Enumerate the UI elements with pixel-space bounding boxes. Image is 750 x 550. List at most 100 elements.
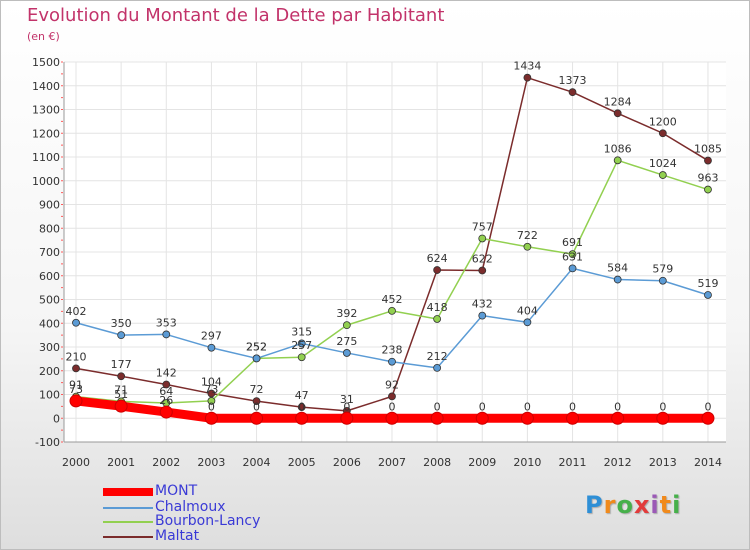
data-point-bourbon-lancy: [613, 156, 622, 165]
data-label-bourbon-lancy: 1086: [604, 142, 632, 155]
data-point-chalmoux: [613, 275, 622, 284]
y-tick-label: 1000: [32, 175, 60, 188]
data-point-maltat: [523, 73, 532, 82]
data-point-chalmoux: [297, 339, 306, 348]
logo-letter: P: [585, 491, 604, 519]
y-tick-label: 700: [39, 246, 60, 259]
data-label-bourbon-lancy: 757: [472, 220, 493, 233]
data-label-maltat: 104: [201, 376, 222, 389]
data-label-chalmoux: 631: [562, 250, 583, 263]
data-point-maltat: [613, 109, 622, 118]
data-point-chalmoux: [433, 363, 442, 372]
y-tick-label: 900: [39, 199, 60, 212]
logo-letter: x: [633, 491, 651, 519]
y-tick-label: 1400: [32, 80, 60, 93]
data-label-maltat: 210: [66, 350, 87, 363]
data-point-chalmoux: [388, 357, 396, 366]
data-label-mont: 0: [524, 400, 531, 413]
data-label-chalmoux: 404: [517, 304, 538, 317]
data-label-mont: 0: [208, 400, 215, 413]
x-tick-label: 2007: [378, 456, 406, 469]
y-tick-label: 1200: [32, 127, 60, 140]
x-tick-label: 2002: [152, 456, 180, 469]
y-tick-label: 500: [39, 294, 60, 307]
data-point-chalmoux: [117, 331, 126, 340]
data-label-bourbon-lancy: 257: [291, 339, 312, 352]
data-label-maltat: 1200: [649, 115, 677, 128]
data-label-mont: 0: [569, 400, 576, 413]
legend-swatch-maltat: [103, 536, 153, 538]
data-point-mont: [385, 411, 399, 425]
data-label-chalmoux: 315: [291, 325, 312, 338]
data-point-mont: [475, 411, 489, 425]
data-label-maltat: 1373: [559, 74, 587, 87]
data-point-mont: [204, 411, 218, 425]
data-point-maltat: [388, 392, 396, 401]
y-tick-label: 600: [39, 270, 60, 283]
x-tick-label: 2004: [243, 456, 271, 469]
data-point-mont: [430, 411, 444, 425]
data-label-mont: 0: [434, 400, 441, 413]
data-point-chalmoux: [342, 349, 351, 357]
data-label-mont: 0: [479, 400, 486, 413]
y-tick-label: 0: [53, 412, 60, 425]
data-label-maltat: 142: [156, 367, 177, 380]
data-label-chalmoux: 579: [652, 263, 673, 276]
data-label-bourbon-lancy: 1024: [649, 157, 677, 170]
data-point-mont: [250, 411, 264, 425]
data-point-chalmoux: [162, 330, 171, 339]
y-tick-label: 800: [39, 222, 60, 235]
data-point-mont: [340, 411, 354, 425]
data-label-bourbon-lancy: 91: [69, 379, 83, 392]
data-label-chalmoux: 238: [381, 344, 402, 357]
y-tick-label: 1500: [32, 56, 60, 69]
data-point-bourbon-lancy: [342, 321, 351, 330]
data-label-maltat: 177: [111, 358, 132, 371]
data-point-mont: [159, 405, 173, 419]
data-label-chalmoux: 297: [201, 330, 222, 343]
legend-swatch-bourbon-lancy: [103, 521, 153, 523]
data-point-bourbon-lancy: [568, 250, 577, 259]
legend-swatch-chalmoux: [103, 507, 153, 509]
data-label-maltat: 622: [472, 253, 493, 266]
data-label-chalmoux: 252: [246, 340, 267, 353]
data-point-bourbon-lancy: [433, 315, 442, 323]
data-point-bourbon-lancy: [523, 242, 532, 251]
data-label-bourbon-lancy: 722: [517, 229, 538, 242]
x-tick-label: 2000: [62, 456, 90, 469]
data-label-bourbon-lancy: 452: [381, 293, 402, 306]
data-label-chalmoux: 212: [427, 350, 448, 363]
data-point-chalmoux: [478, 311, 487, 320]
data-point-maltat: [117, 372, 126, 381]
data-point-mont: [520, 411, 534, 425]
legend-label-mont: MONT: [155, 483, 198, 499]
legend-item-maltat: Maltat: [103, 528, 303, 544]
y-tick-label: 200: [39, 365, 60, 378]
data-point-chalmoux: [658, 276, 667, 285]
data-label-bourbon-lancy: 71: [114, 383, 128, 396]
data-label-mont: 0: [704, 400, 711, 413]
data-label-maltat: 1434: [513, 60, 541, 73]
data-point-mont: [69, 394, 83, 408]
data-label-mont: 0: [343, 400, 350, 413]
data-point-chalmoux: [568, 264, 577, 273]
data-label-mont: 0: [388, 400, 395, 413]
x-tick-label: 2011: [559, 456, 587, 469]
data-label-mont: 0: [253, 400, 260, 413]
chart-subtitle: (en €): [27, 30, 60, 43]
data-label-maltat: 1085: [694, 143, 722, 156]
data-point-chalmoux: [523, 318, 532, 327]
data-point-bourbon-lancy: [658, 171, 667, 179]
data-point-mont: [114, 399, 128, 413]
x-tick-label: 2010: [513, 456, 541, 469]
data-label-bourbon-lancy: 64: [159, 385, 173, 398]
data-label-chalmoux: 432: [472, 298, 493, 311]
legend-item-bourbon-lancy: Bourbon-Lancy: [103, 513, 303, 529]
data-label-maltat: 31: [340, 393, 354, 406]
data-point-bourbon-lancy: [207, 397, 216, 405]
logo-letter: i: [672, 491, 682, 519]
data-label-chalmoux: 402: [66, 305, 87, 318]
data-point-bourbon-lancy: [478, 234, 487, 243]
logo-letter: i: [650, 491, 660, 519]
y-tick-label: 300: [39, 341, 60, 354]
